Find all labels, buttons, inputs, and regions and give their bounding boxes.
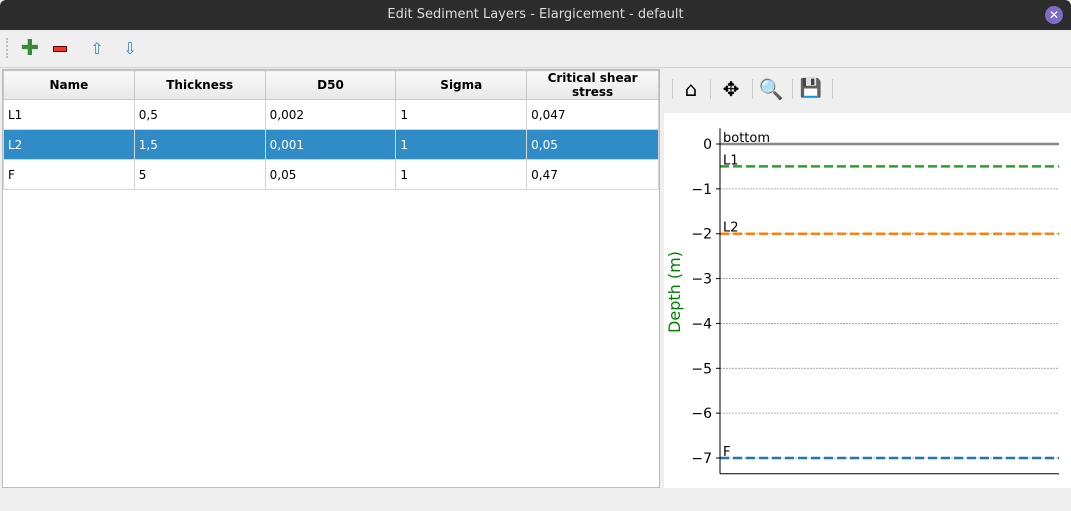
table-cell[interactable]: 5 <box>133 159 266 190</box>
y-tick-label: −4 <box>691 316 712 332</box>
y-axis-label: Depth (m) <box>665 251 684 333</box>
table-row[interactable]: L1 0,5 0,002 1 0,047 <box>3 99 659 130</box>
plot-panel: ⌂ ✥ 🔍 💾 0 −1 −2 −3 −4 −5 −6 −7 bottom L1 L2 F Depth … <box>664 69 1071 488</box>
table-cell[interactable]: 1 <box>395 129 528 160</box>
table-row[interactable]: L2 1,5 0,001 1 0,05 <box>3 129 659 160</box>
table-cell[interactable]: 0,47 <box>526 159 659 190</box>
home-icon[interactable]: ⌂ <box>684 77 698 101</box>
y-tick-label: 0 <box>703 137 712 153</box>
table-cell[interactable]: 1 <box>395 159 528 190</box>
status-bar <box>0 490 1071 511</box>
add-icon[interactable]: ✚ <box>20 36 40 61</box>
y-tick-label: −3 <box>691 272 712 288</box>
column-header[interactable]: D50 <box>264 70 397 100</box>
table-cell[interactable]: 0,001 <box>264 129 397 160</box>
table-cell[interactable]: 0,05 <box>264 159 397 190</box>
y-tick-label: −6 <box>691 406 712 422</box>
toolbar: ✚ ⇧ ⇩ <box>0 30 1071 68</box>
table-cell[interactable]: 0,5 <box>133 99 266 130</box>
save-icon[interactable]: 💾 <box>799 78 823 99</box>
table-row[interactable]: F 5 0,05 1 0,47 <box>3 159 659 190</box>
plot-canvas <box>664 113 1071 488</box>
series-label: bottom <box>723 131 770 146</box>
depth-chart: 0 −1 −2 −3 −4 −5 −6 −7 bottom L1 L2 F Depth (m) <box>665 128 1059 475</box>
table-cell[interactable]: 0,002 <box>264 99 397 130</box>
table-cell[interactable]: L1 <box>3 99 135 130</box>
y-tick-label: −2 <box>691 227 712 243</box>
y-tick-label: −7 <box>691 451 712 467</box>
move-down-icon[interactable]: ⇩ <box>123 39 137 58</box>
table-cell[interactable]: 0,047 <box>526 99 659 130</box>
series-label: L2 <box>723 221 739 236</box>
table-cell[interactable]: F <box>3 159 135 190</box>
pan-icon[interactable]: ✥ <box>722 77 740 101</box>
layers-table: Name Thickness D50 Sigma Critical shear stre… <box>2 69 660 488</box>
series-label: L1 <box>723 153 739 168</box>
column-header[interactable]: Thickness <box>133 70 266 100</box>
toolbar-grip[interactable] <box>6 38 10 58</box>
table-cell[interactable]: 1 <box>395 99 528 130</box>
zoom-icon[interactable]: 🔍 <box>758 77 784 101</box>
table-cell[interactable]: 0,05 <box>526 129 659 160</box>
remove-icon[interactable] <box>53 39 73 59</box>
move-up-icon[interactable]: ⇧ <box>90 39 104 58</box>
close-icon[interactable]: ✕ <box>1045 6 1063 24</box>
plot-toolbar: ⌂ ✥ 🔍 💾 <box>664 69 1071 109</box>
table-cell[interactable]: 1,5 <box>133 129 266 160</box>
column-header[interactable]: Sigma <box>395 70 528 100</box>
y-tick-label: −5 <box>691 361 712 377</box>
column-header[interactable]: Name <box>3 70 135 100</box>
y-tick-label: −1 <box>691 182 712 198</box>
title-bar: Edit Sediment Layers - Elargicement - de… <box>0 0 1071 30</box>
window-title: Edit Sediment Layers - Elargicement - de… <box>387 7 684 22</box>
series-label: F <box>723 445 730 460</box>
table-cell[interactable]: L2 <box>3 129 135 160</box>
column-header[interactable]: Critical shear stress <box>526 70 659 100</box>
